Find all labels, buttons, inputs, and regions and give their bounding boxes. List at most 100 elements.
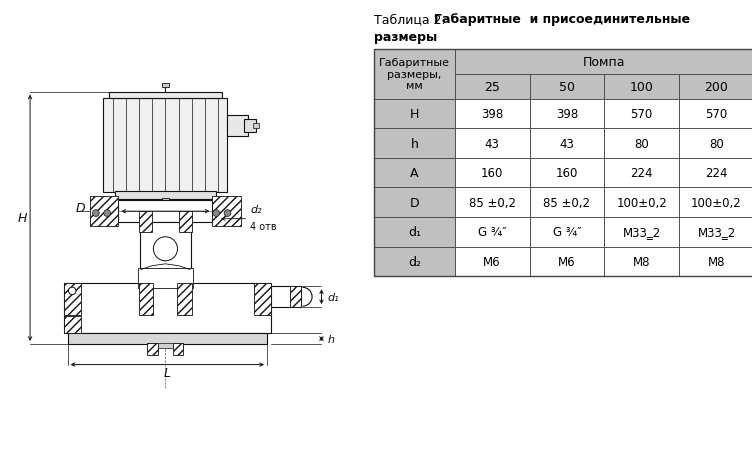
Bar (90, 197, 119, 227)
Text: Габаритные  и присоединительные: Габаритные и присоединительные (435, 13, 690, 26)
Text: 570: 570 (705, 108, 728, 121)
Circle shape (68, 288, 76, 295)
Text: 200: 200 (705, 80, 729, 94)
Text: 25: 25 (484, 80, 500, 94)
Bar (679, 188, 752, 218)
Text: 50: 50 (559, 80, 575, 94)
Bar (139, 283, 153, 315)
Bar (679, 99, 752, 129)
Circle shape (153, 237, 177, 261)
Bar (679, 129, 752, 159)
Bar (605, 188, 679, 218)
Text: D: D (76, 201, 86, 215)
Text: 398: 398 (481, 108, 503, 121)
Bar (64, 317, 81, 334)
Text: d₂: d₂ (408, 255, 421, 268)
Text: 80: 80 (709, 137, 724, 150)
Text: M33‗2: M33‗2 (623, 226, 661, 239)
Text: 100: 100 (630, 80, 653, 94)
Bar (140, 223, 191, 287)
Text: 100±0,2: 100±0,2 (617, 196, 667, 209)
Bar (103, 99, 227, 193)
Text: Габаритные
размеры,
мм: Габаритные размеры, мм (379, 58, 450, 91)
Text: H: H (18, 212, 27, 225)
Bar (679, 218, 752, 247)
Bar (455, 129, 529, 159)
Bar (605, 75, 679, 99)
Bar (529, 99, 605, 129)
Bar (374, 50, 455, 99)
Bar (227, 116, 248, 137)
Text: 224: 224 (705, 167, 728, 180)
Bar (529, 247, 605, 277)
Bar (605, 99, 679, 129)
Text: 43: 43 (559, 137, 575, 150)
Bar (114, 191, 217, 200)
Bar (679, 75, 752, 99)
Circle shape (213, 210, 220, 217)
Text: M33‗2: M33‗2 (697, 226, 735, 239)
Bar (605, 159, 679, 188)
Bar (244, 120, 256, 133)
Text: d₂: d₂ (250, 205, 262, 215)
Bar (455, 159, 529, 188)
Text: 43: 43 (485, 137, 499, 150)
Bar (679, 247, 752, 277)
Text: 398: 398 (556, 108, 578, 121)
Bar (455, 218, 529, 247)
Text: размеры: размеры (374, 31, 438, 44)
Bar (455, 247, 529, 277)
Bar (64, 283, 81, 315)
Bar (455, 75, 529, 99)
Bar (374, 188, 455, 218)
Text: 570: 570 (631, 108, 653, 121)
Bar (374, 159, 455, 188)
Bar (605, 247, 679, 277)
Bar (147, 344, 183, 349)
Text: 160: 160 (556, 167, 578, 180)
Text: Таблица 2.: Таблица 2. (374, 13, 450, 26)
Bar (679, 159, 752, 188)
Circle shape (104, 210, 111, 217)
Bar (529, 75, 605, 99)
Text: Помпа: Помпа (583, 56, 626, 69)
Bar (455, 188, 529, 218)
Text: 85 ±0,2: 85 ±0,2 (468, 196, 516, 209)
Bar (374, 50, 752, 277)
Bar (529, 159, 605, 188)
Bar (290, 287, 301, 307)
Bar (68, 333, 267, 344)
Bar (374, 247, 455, 277)
Bar (109, 92, 222, 99)
Text: L: L (164, 366, 171, 379)
Bar (374, 129, 455, 159)
Text: 80: 80 (635, 137, 649, 150)
Text: M6: M6 (484, 255, 501, 268)
Text: M8: M8 (708, 255, 725, 268)
Text: M6: M6 (558, 255, 576, 268)
Bar (177, 283, 192, 315)
Bar (64, 283, 271, 334)
Bar (139, 212, 152, 232)
Circle shape (224, 210, 231, 217)
Text: H: H (410, 108, 419, 121)
Text: G ¾″: G ¾″ (553, 226, 581, 239)
Bar (162, 83, 169, 88)
Bar (374, 218, 455, 247)
Bar (253, 124, 259, 129)
Text: d₁: d₁ (327, 292, 338, 302)
Bar (271, 287, 301, 307)
Bar (162, 199, 169, 205)
Bar (147, 344, 158, 356)
Bar (138, 268, 193, 288)
Bar (213, 197, 241, 227)
Bar (529, 129, 605, 159)
Bar (605, 218, 679, 247)
Bar (605, 129, 679, 159)
Text: 4 отв: 4 отв (250, 221, 277, 231)
Text: 160: 160 (481, 167, 503, 180)
Text: G ¾″: G ¾″ (478, 226, 507, 239)
Bar (254, 283, 271, 315)
Text: 224: 224 (630, 167, 653, 180)
Bar (455, 99, 529, 129)
